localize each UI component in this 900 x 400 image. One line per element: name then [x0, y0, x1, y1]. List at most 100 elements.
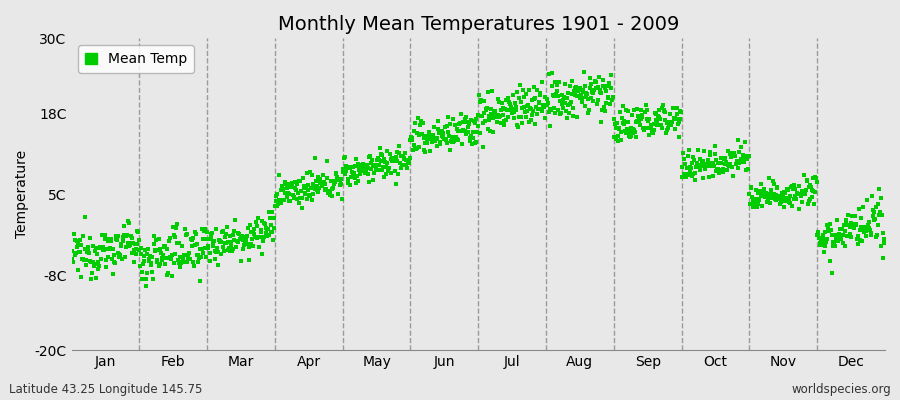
Point [231, 230, 246, 237]
Point [758, 194, 772, 200]
Point [320, 189, 335, 195]
Point [127, 247, 141, 254]
Point [316, 172, 330, 178]
Point [320, 175, 334, 181]
Point [617, 118, 632, 124]
Point [254, 228, 268, 235]
Point [604, 72, 618, 78]
Point [364, 157, 379, 163]
Point [526, 112, 540, 118]
Point [304, 184, 319, 191]
Point [379, 164, 393, 171]
Point [850, 235, 864, 242]
Point [650, 120, 664, 126]
Point [599, 83, 614, 89]
Point [735, 152, 750, 158]
Point [665, 119, 680, 126]
Point [654, 122, 669, 128]
Point [832, 231, 847, 238]
Point [638, 109, 652, 116]
Point [251, 214, 266, 221]
Point [464, 117, 478, 124]
Point [454, 111, 468, 117]
Point [199, 254, 213, 260]
Point [373, 162, 387, 169]
Point [313, 176, 328, 182]
Point [639, 102, 653, 108]
Point [674, 174, 688, 180]
Point [220, 247, 235, 253]
Point [849, 220, 863, 227]
Point [447, 122, 462, 128]
Point [202, 250, 217, 256]
Point [806, 187, 820, 194]
Point [325, 186, 339, 193]
Point [96, 244, 111, 251]
Point [618, 130, 633, 136]
Point [226, 246, 240, 252]
Point [676, 150, 690, 156]
Point [227, 228, 241, 234]
Point [302, 187, 316, 193]
Point [187, 263, 202, 270]
Point [637, 126, 652, 133]
Point [810, 232, 824, 238]
Point [811, 231, 825, 237]
Legend: Mean Temp: Mean Temp [78, 45, 194, 73]
Point [728, 153, 742, 159]
Point [706, 160, 720, 166]
Point [537, 114, 552, 121]
Point [118, 254, 132, 260]
Point [600, 94, 615, 101]
Point [624, 125, 638, 132]
Point [715, 169, 729, 175]
Point [491, 96, 506, 102]
Point [157, 244, 171, 250]
Point [518, 113, 533, 120]
Point [749, 187, 763, 193]
Point [857, 229, 871, 235]
Point [445, 134, 459, 140]
Point [616, 121, 631, 127]
Point [403, 136, 418, 143]
Point [344, 174, 358, 181]
Point [72, 249, 86, 256]
Point [70, 238, 85, 245]
Point [91, 259, 105, 265]
Point [205, 230, 220, 236]
Point [548, 110, 562, 116]
Point [99, 264, 113, 270]
Point [765, 190, 779, 197]
Point [500, 107, 514, 114]
Point [784, 184, 798, 190]
Point [487, 112, 501, 118]
Point [723, 161, 737, 167]
Point [305, 197, 320, 203]
Point [770, 184, 784, 191]
Point [862, 219, 877, 225]
Point [680, 165, 694, 172]
Point [319, 186, 333, 193]
Point [610, 120, 625, 126]
Point [425, 139, 439, 146]
Point [236, 236, 250, 243]
Point [424, 132, 438, 138]
Point [734, 156, 748, 162]
Point [752, 196, 766, 202]
Point [406, 146, 420, 153]
Point [119, 233, 133, 239]
Point [189, 231, 203, 238]
Point [248, 231, 262, 237]
Point [662, 121, 677, 128]
Point [556, 105, 571, 111]
Point [364, 160, 378, 166]
Point [775, 191, 789, 198]
Point [572, 95, 587, 101]
Point [492, 99, 507, 106]
Point [217, 248, 231, 254]
Point [129, 246, 143, 252]
Point [640, 107, 654, 114]
Point [287, 194, 302, 200]
Point [642, 116, 656, 123]
Point [238, 238, 252, 244]
